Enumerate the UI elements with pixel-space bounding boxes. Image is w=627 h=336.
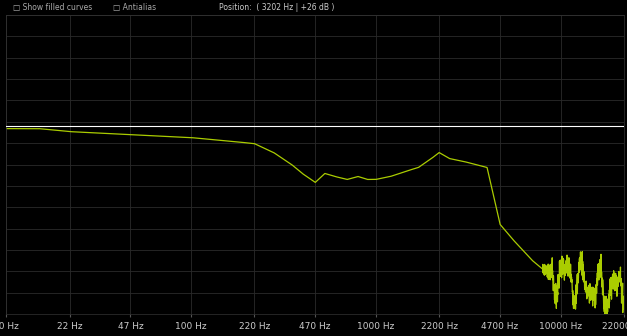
Text: □ Show filled curves: □ Show filled curves [13, 3, 92, 12]
Text: Position:  ( 3202 Hz | +26 dB ): Position: ( 3202 Hz | +26 dB ) [219, 3, 335, 12]
Text: □ Antialias: □ Antialias [113, 3, 156, 12]
